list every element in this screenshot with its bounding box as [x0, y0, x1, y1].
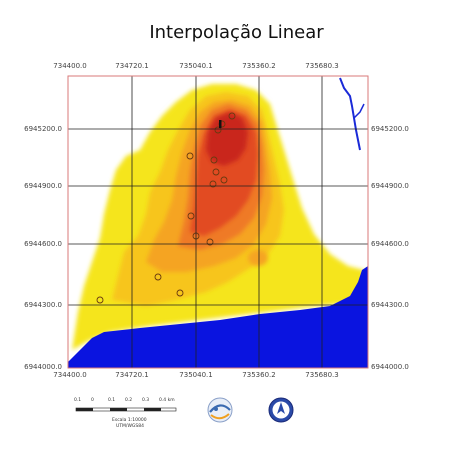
x-tick-top: 735680.3	[305, 62, 339, 70]
map-title: Interpolação Linear	[149, 22, 324, 43]
y-tick-right: 6944300.0	[371, 301, 409, 309]
institution-logo-icon	[207, 397, 233, 423]
x-tick-bottom: 735040.1	[179, 371, 213, 379]
sample-point	[220, 176, 228, 184]
y-tick-right: 6944900.0	[371, 182, 409, 190]
sample-point	[176, 289, 184, 297]
sample-point	[187, 212, 195, 220]
projection-text: UTM/WGS84	[116, 424, 144, 429]
map-area	[68, 77, 368, 368]
x-tick-top: 735040.1	[179, 62, 213, 70]
scale-tick: 0	[91, 398, 94, 403]
sample-point	[210, 156, 218, 164]
zone-peak	[206, 112, 248, 166]
y-tick-right: 6944600.0	[371, 240, 409, 248]
y-tick-left: 6945200.0	[24, 125, 62, 133]
sample-point	[228, 112, 236, 120]
river-line	[339, 77, 361, 151]
scale-bar-graphic	[75, 407, 177, 412]
y-tick-right: 6944000.0	[371, 363, 409, 371]
y-tick-left: 6944000.0	[24, 363, 62, 371]
scale-tick: 0.1	[108, 398, 116, 403]
river-branch	[353, 103, 365, 119]
north-arrow-icon	[268, 397, 294, 423]
map-frame	[67, 75, 369, 369]
scale-text: Escala 1:10000	[112, 418, 147, 423]
sample-point	[212, 168, 220, 176]
y-tick-left: 6944300.0	[24, 301, 62, 309]
x-tick-bottom: 735360.2	[242, 371, 276, 379]
x-tick-top: 734400.0	[53, 62, 87, 70]
peak-marker	[219, 120, 222, 128]
x-tick-bottom: 734400.0	[53, 371, 87, 379]
y-tick-right: 6945200.0	[371, 125, 409, 133]
sample-point	[186, 152, 194, 160]
y-tick-left: 6944900.0	[24, 182, 62, 190]
sample-point	[209, 180, 217, 188]
x-tick-top: 735360.2	[242, 62, 276, 70]
water-body	[68, 266, 368, 368]
zone-mid-patch	[248, 250, 268, 266]
x-tick-top: 734720.1	[115, 62, 149, 70]
x-tick-bottom: 735680.3	[305, 371, 339, 379]
map-grid	[68, 76, 368, 368]
sample-points	[96, 112, 236, 304]
sample-point	[96, 296, 104, 304]
scale-tick: 0.1	[74, 398, 82, 403]
scale-tick: 0.2	[125, 398, 133, 403]
sample-point	[214, 126, 222, 134]
scale-tick: 0.4 km	[159, 398, 175, 403]
scale-bar: 0.1 0 0.1 0.2 0.3 0.4 km Escala 1:10000 …	[74, 398, 184, 438]
x-tick-bottom: 734720.1	[115, 371, 149, 379]
sample-point	[206, 238, 214, 246]
scale-tick: 0.3	[142, 398, 150, 403]
sample-point	[154, 273, 162, 281]
y-tick-left: 6944600.0	[24, 240, 62, 248]
